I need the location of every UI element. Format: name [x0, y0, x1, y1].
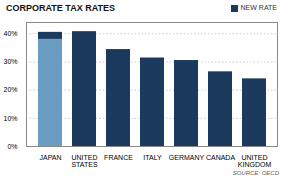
- html-text:CORPORATE TAX RATES: CORPORATE TAX RATES: [6, 3, 115, 13]
- svg-text:CANADA: CANADA: [206, 154, 236, 161]
- svg-text:ITALY: ITALY: [143, 154, 162, 161]
- html-text:NEW RATE: NEW RATE: [240, 4, 277, 12]
- svg-text:0%: 0%: [7, 143, 17, 150]
- svg-text:GERMANY: GERMANY: [169, 154, 205, 161]
- svg-text:JAPAN: JAPAN: [39, 154, 61, 161]
- html-text:SOURCE: OECD: SOURCE: OECD: [232, 170, 279, 176]
- svg-text:20%: 20%: [3, 86, 17, 93]
- svg-text:UNITEDKINGDOM: UNITEDKINGDOM: [238, 154, 272, 168]
- svg-text:UNITEDSTATES: UNITEDSTATES: [71, 154, 98, 168]
- svg-text:40%: 40%: [3, 30, 17, 37]
- svg-text:FRANCE: FRANCE: [104, 154, 133, 161]
- svg-text:10%: 10%: [3, 115, 17, 122]
- svg-text:30%: 30%: [3, 58, 17, 65]
